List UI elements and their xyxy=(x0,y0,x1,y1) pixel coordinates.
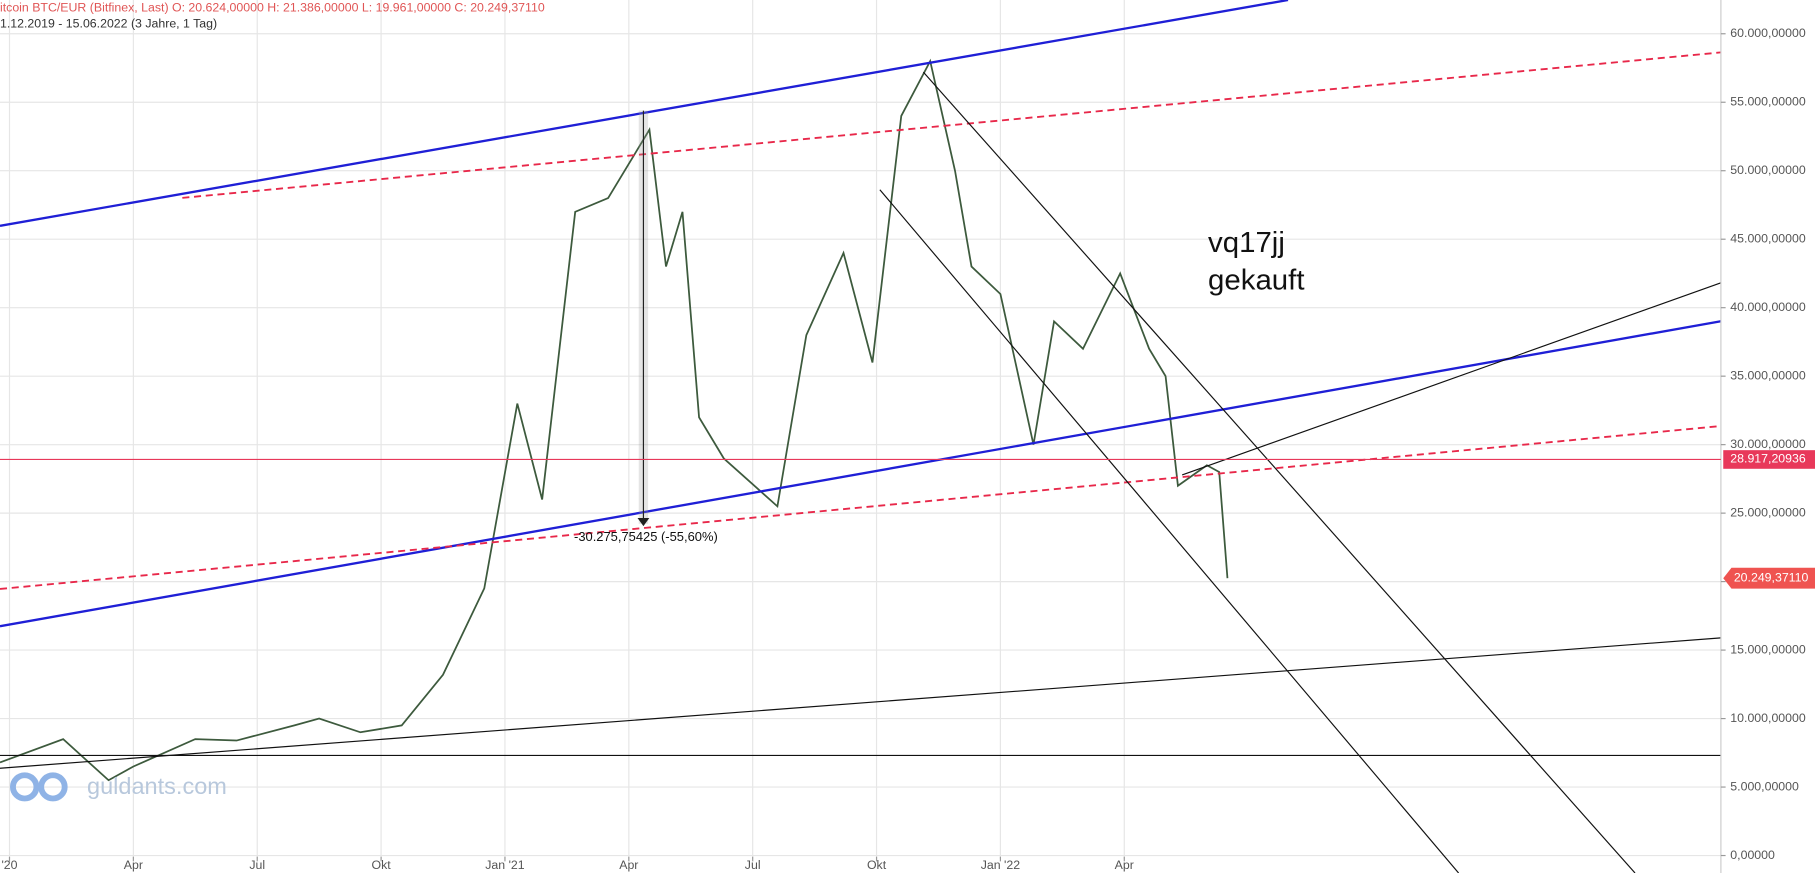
trendline xyxy=(879,189,1460,873)
y-tick-label: 60.000,00000 xyxy=(1730,26,1806,40)
watermark-logo xyxy=(9,772,68,802)
trendline xyxy=(1181,282,1722,476)
chart-subtitle: 1.12.2019 - 15.06.2022 (3 Jahre, 1 Tag) xyxy=(0,17,217,31)
chart-title: itcoin BTC/EUR (Bitfinex, Last) O: 20.62… xyxy=(0,0,545,14)
trendline xyxy=(0,637,1721,769)
price-line xyxy=(0,58,1229,782)
logo-ring xyxy=(9,772,40,802)
price-level-label: 28.917,20936 xyxy=(1730,452,1806,466)
trendline xyxy=(182,51,1721,199)
measure-arrowhead xyxy=(637,517,650,527)
x-tick-label: Apr xyxy=(124,858,143,872)
x-tick-label: Okt xyxy=(371,858,391,872)
y-tick-label: 50.000,00000 xyxy=(1730,163,1806,177)
y-tick-label: 30.000,00000 xyxy=(1730,437,1806,451)
y-tick-label: 40.000,00000 xyxy=(1730,300,1806,314)
y-tick-label: 45.000,00000 xyxy=(1730,231,1806,245)
x-tick-label: Jan '21 xyxy=(485,858,525,872)
x-tick-label: Okt xyxy=(867,858,887,872)
logo-ring xyxy=(38,772,68,802)
measure-label: -30.275,75425 (-55,60%) xyxy=(574,529,718,544)
y-tick-label: 10.000,00000 xyxy=(1730,711,1806,725)
trendline xyxy=(0,320,1722,628)
x-tick-label: Jul xyxy=(745,858,761,872)
y-tick-label: 5.000,00000 xyxy=(1730,779,1799,793)
x-tick-label: Apr xyxy=(619,858,638,872)
y-tick-label: 35.000,00000 xyxy=(1730,368,1806,382)
price-level-tag xyxy=(1723,450,1815,469)
trendline xyxy=(0,425,1721,590)
last-price-tag xyxy=(1723,567,1815,589)
grid xyxy=(0,0,1721,860)
y-tick-label: 15.000,00000 xyxy=(1730,642,1806,656)
y-tick-label: 25.000,00000 xyxy=(1730,505,1806,519)
price-series xyxy=(0,58,1229,782)
x-tick-label: Jul xyxy=(249,858,265,872)
x-tick-label: Apr xyxy=(1115,858,1134,872)
y-tick-label: 55.000,00000 xyxy=(1730,95,1806,109)
watermark: guldants.com xyxy=(87,773,227,799)
last-price-label: 20.249,37110 xyxy=(1734,570,1809,584)
annotation: vq17jj xyxy=(1208,227,1285,259)
trendlines xyxy=(0,0,1722,873)
y-tick-label: 0,00000 xyxy=(1730,848,1775,862)
annotation: gekauft xyxy=(1208,265,1304,297)
x-tick-label: '20 xyxy=(1,858,17,872)
x-tick-label: Jan '22 xyxy=(981,858,1021,872)
trendline xyxy=(922,71,1636,873)
